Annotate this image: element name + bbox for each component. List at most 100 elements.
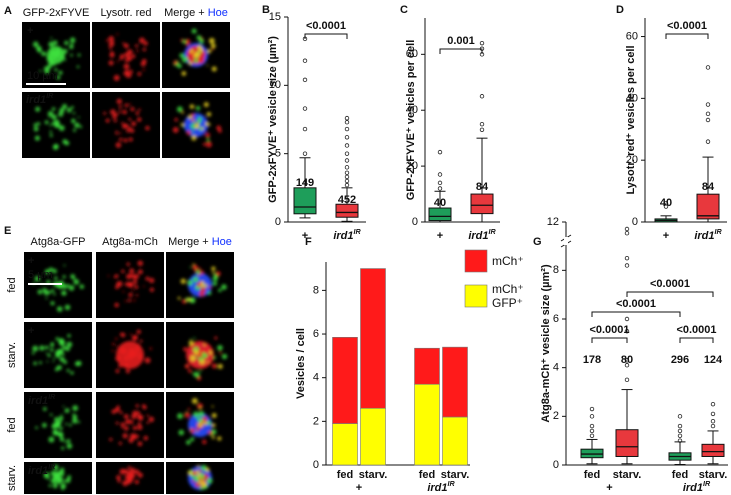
outlier [589,414,595,419]
puncta [206,138,210,142]
puncta [178,429,185,436]
outlier [344,126,350,132]
count-label: 40 [434,197,446,209]
puncta [205,121,210,126]
puncta [197,267,201,271]
puncta [129,103,131,106]
x-tick-label: + [663,230,669,242]
puncta [108,36,115,42]
puncta [198,410,205,417]
puncta [48,267,54,272]
puncta [193,121,196,125]
puncta [124,103,129,108]
puncta [54,123,59,128]
puncta [189,266,192,268]
puncta [56,119,59,122]
puncta [115,369,120,373]
condition-label: fed [6,417,18,432]
y-tick-label: 6 [553,313,559,325]
puncta [33,361,37,366]
outlier [624,358,630,363]
panel-label: D [616,4,624,16]
puncta [207,49,212,54]
puncta [200,464,207,471]
x-tick-label: starv. [699,469,728,481]
box [293,187,317,215]
puncta [137,422,141,426]
puncta [196,35,202,41]
channel-header: Merge + Hoe [164,7,228,19]
puncta [131,479,134,482]
outlier [677,433,683,438]
group-label-sup: IR [703,480,711,488]
box [615,429,639,457]
y-tick-label: 0 [553,459,559,471]
puncta [114,112,119,117]
puncta [121,426,124,429]
x-tick-label: ird1IR [468,228,496,242]
puncta [74,361,80,366]
puncta [50,472,53,475]
puncta [124,363,129,368]
puncta [197,273,201,277]
puncta [115,345,118,347]
puncta [132,425,137,431]
puncta [208,430,213,436]
p-value: <0.0001 [616,298,656,310]
p-value: <0.0001 [306,20,346,32]
puncta [217,345,223,351]
channel-header-merge: Merge + [164,7,205,19]
puncta [190,437,195,442]
puncta [65,346,70,352]
puncta [35,106,41,112]
puncta [127,352,133,359]
puncta [197,120,201,123]
micrograph-signal [35,405,81,450]
outlier [344,115,350,121]
puncta [114,274,119,279]
puncta [111,349,114,352]
puncta [133,276,136,279]
genotype-label: + [27,25,33,37]
count-label: 80 [621,354,633,366]
puncta [135,346,141,352]
puncta [145,125,150,131]
puncta [179,53,185,58]
puncta [189,104,195,109]
micrograph-signal [106,33,148,81]
puncta [63,484,67,488]
bar-segment [332,423,358,466]
puncta [34,135,40,141]
puncta [140,61,146,67]
puncta [207,420,212,425]
puncta [185,440,191,445]
puncta [133,353,137,357]
puncta [199,58,205,64]
micrograph-signal [109,404,155,447]
puncta [197,481,200,485]
y-tick-label: 0 [632,216,638,228]
puncta [42,287,47,293]
puncta [54,417,59,422]
panel-label: G [533,236,542,248]
outlier [344,135,350,140]
puncta [210,43,216,49]
puncta [184,363,190,369]
outlier [344,174,350,180]
x-tick-label: ird1IR [694,228,722,242]
puncta [123,63,130,70]
puncta [121,269,125,274]
channel-header: Merge + Hoe [168,236,232,248]
puncta [192,470,196,474]
micrograph-signal [111,329,152,374]
y-axis-label: GFP-2xFYVE⁺ vesicles per cell [405,40,417,201]
puncta [180,122,185,127]
puncta [114,302,119,308]
puncta [62,48,68,54]
puncta [44,120,49,125]
puncta [146,414,149,417]
puncta [193,411,199,418]
outlier [344,151,350,156]
puncta [137,472,143,478]
panel-label: F [305,236,312,248]
